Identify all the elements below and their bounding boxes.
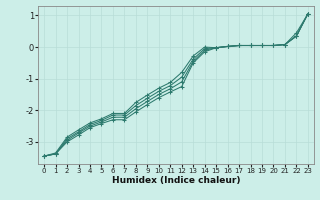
X-axis label: Humidex (Indice chaleur): Humidex (Indice chaleur) — [112, 176, 240, 185]
